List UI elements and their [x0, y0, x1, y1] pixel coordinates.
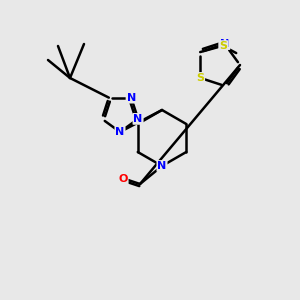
Text: S: S — [219, 41, 227, 51]
Text: N: N — [116, 127, 124, 137]
Text: N: N — [127, 93, 136, 103]
Text: N: N — [134, 114, 143, 124]
Text: S: S — [196, 73, 204, 83]
Text: O: O — [118, 174, 128, 184]
Text: N: N — [220, 39, 230, 49]
Text: N: N — [158, 161, 166, 171]
